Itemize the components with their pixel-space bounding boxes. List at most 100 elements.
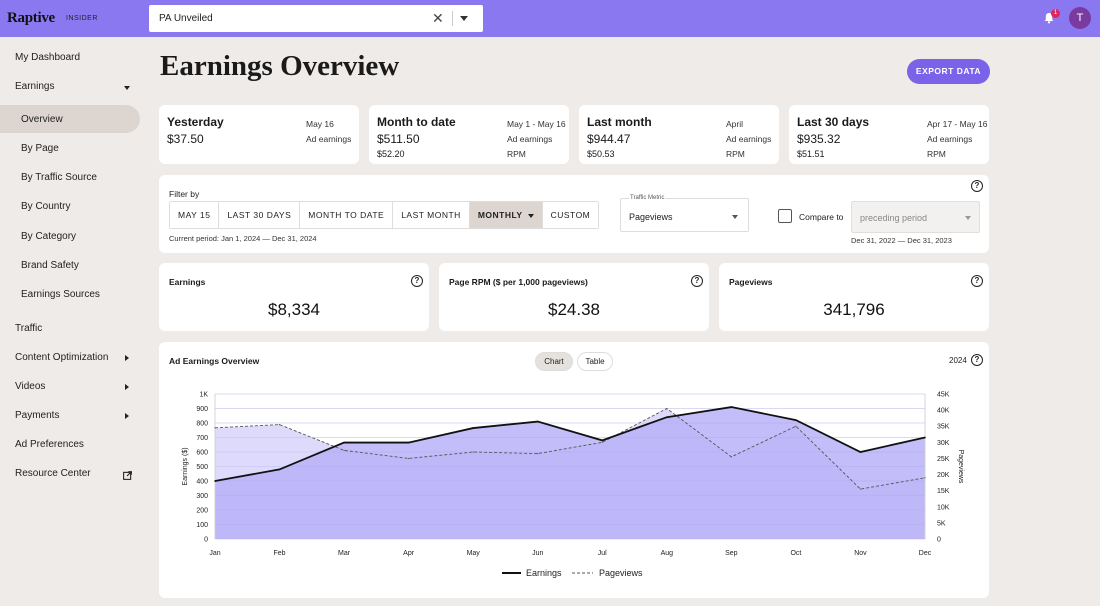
sidebar-item-ad-preferences[interactable]: Ad Preferences xyxy=(15,439,84,450)
y-axis-title: Earnings ($) xyxy=(182,447,189,485)
earnings-point xyxy=(795,419,797,421)
sidebar-item-overview[interactable]: Overview xyxy=(21,114,63,125)
chevron-down-icon xyxy=(527,213,534,218)
period-segmented-control: MAY 15 LAST 30 DAYS MONTH TO DATE LAST M… xyxy=(169,201,600,229)
legend-earnings-label: Earnings xyxy=(526,568,562,578)
notification-badge: 1 xyxy=(1051,9,1060,18)
earnings-point xyxy=(730,406,733,408)
pageviews-point xyxy=(601,441,603,443)
summary-date: Apr 17 - May 16 xyxy=(927,119,988,129)
kpi-value: $24.38 xyxy=(548,300,600,319)
earnings-chart: 0 100 200 300 400 500 600 700 800 900 1K 0 5K 10K 15K 2… xyxy=(182,392,964,579)
sidebar-item-brand-safety[interactable]: Brand Safety xyxy=(21,260,79,271)
y2-tick-label: 45K xyxy=(937,392,950,399)
chevron-right-icon[interactable] xyxy=(125,384,129,390)
kpi-title: Earnings xyxy=(169,277,206,287)
y-tick-label: 100 xyxy=(196,522,208,529)
chart-tab[interactable]: Chart xyxy=(535,352,573,371)
period-option-may-15[interactable]: MAY 15 xyxy=(170,202,220,228)
chevron-down-icon[interactable] xyxy=(460,16,468,21)
period-option-last-month[interactable]: LAST MONTH xyxy=(393,202,470,228)
summary-rpm-label: RPM xyxy=(726,149,745,159)
y2-tick-label: 25K xyxy=(937,456,950,463)
sidebar-item-earnings-sources[interactable]: Earnings Sources xyxy=(21,289,100,300)
summary-label: Ad earnings xyxy=(507,134,553,144)
chevron-right-icon[interactable] xyxy=(125,355,129,361)
summary-card-month-to-date: Month to date $511.50 $52.20 May 1 - May… xyxy=(369,105,569,164)
sidebar-item-resource-center[interactable]: Resource Center xyxy=(15,468,91,479)
sidebar-item-by-page[interactable]: By Page xyxy=(21,143,59,154)
traffic-metric-select[interactable]: Traffic Metric Pageviews xyxy=(620,195,749,232)
pageviews-point xyxy=(924,477,926,479)
y-tick-label: 400 xyxy=(196,479,208,486)
help-icon[interactable]: ? xyxy=(691,275,703,287)
kpi-value: 341,796 xyxy=(823,300,885,319)
period-option-month-to-date[interactable]: MONTH TO DATE xyxy=(300,202,394,228)
sidebar-item-by-country[interactable]: By Country xyxy=(21,201,71,212)
chart-card: Ad Earnings Overview Chart Table 2024 ? … xyxy=(159,342,989,598)
site-select[interactable]: PA Unveiled ✕ xyxy=(149,5,483,32)
kpi-title: Pageviews xyxy=(729,277,773,287)
y-tick-label: 900 xyxy=(196,406,208,413)
summary-card-last-month: Last month $944.47 $50.53 April Ad earni… xyxy=(579,105,779,164)
x-tick-label: Jan xyxy=(209,550,220,557)
y2-tick-label: 10K xyxy=(937,504,950,511)
y2-tick-label: 35K xyxy=(937,424,950,431)
compare-period-placeholder: preceding period xyxy=(860,213,928,223)
summary-date: April xyxy=(726,119,744,129)
chevron-right-icon[interactable] xyxy=(125,413,129,419)
traffic-metric-label: Traffic Metric xyxy=(629,195,666,201)
top-bar: Raptive INSIDER PA Unveiled ✕ 1 T xyxy=(0,0,1100,37)
compare-period-select[interactable]: preceding period xyxy=(851,201,980,233)
earnings-point xyxy=(601,439,604,442)
sidebar-item-payments[interactable]: Payments xyxy=(15,410,60,421)
y-tick-label: 600 xyxy=(196,450,208,457)
summary-title: Last 30 days xyxy=(797,115,870,129)
pageviews-point xyxy=(666,407,668,410)
table-tab[interactable]: Table xyxy=(577,352,613,371)
summary-value: $944.47 xyxy=(587,132,631,146)
chevron-down-icon[interactable] xyxy=(124,86,130,90)
sidebar-item-my-dashboard[interactable]: My Dashboard xyxy=(15,52,81,63)
pageviews-point xyxy=(472,451,474,453)
sidebar-item-videos[interactable]: Videos xyxy=(15,381,46,392)
sidebar-item-content-optimization[interactable]: Content Optimization xyxy=(15,352,109,363)
export-data-button[interactable]: EXPORT DATA xyxy=(907,59,990,84)
help-icon[interactable]: ? xyxy=(971,180,983,192)
sidebar-item-earnings[interactable]: Earnings xyxy=(15,81,55,92)
earnings-point xyxy=(278,468,281,471)
period-option-last-30-days[interactable]: LAST 30 DAYS xyxy=(219,202,301,228)
earnings-point xyxy=(407,441,410,444)
summary-label: Ad earnings xyxy=(927,134,973,144)
pageviews-point xyxy=(408,457,410,460)
y-tick-label: 500 xyxy=(196,464,208,471)
y-tick-label: 700 xyxy=(196,435,208,442)
brand-logo[interactable]: Raptive xyxy=(7,10,55,26)
sidebar-item-traffic[interactable]: Traffic xyxy=(15,323,43,334)
summary-rpm-value: $51.51 xyxy=(797,149,825,159)
period-option-custom[interactable]: CUSTOM xyxy=(542,202,599,228)
x-tick-label: Sep xyxy=(725,550,738,557)
period-option-monthly[interactable]: MONTHLY xyxy=(469,202,543,228)
pageviews-point xyxy=(730,456,732,458)
help-icon[interactable]: ? xyxy=(411,275,423,287)
current-period: Current period: Jan 1, 2024 — Dec 31, 20… xyxy=(169,234,317,243)
summary-title: Yesterday xyxy=(167,115,224,129)
sidebar-item-by-traffic-source[interactable]: By Traffic Source xyxy=(21,172,97,183)
y2-tick-label: 40K xyxy=(937,408,950,415)
pageviews-point xyxy=(537,453,539,455)
kpi-title: Page RPM ($ per 1,000 pageviews) xyxy=(449,277,588,287)
site-select-value: PA Unveiled xyxy=(159,13,213,24)
x-tick-label: Aug xyxy=(661,550,674,557)
y2-axis-title: Pageviews xyxy=(957,450,964,484)
compare-checkbox[interactable] xyxy=(778,209,792,223)
pageviews-point xyxy=(343,449,345,451)
help-icon[interactable]: ? xyxy=(971,275,983,287)
help-icon[interactable]: ? xyxy=(971,354,983,366)
avatar[interactable]: T xyxy=(1069,7,1091,29)
select-divider xyxy=(452,11,453,26)
clear-icon[interactable]: ✕ xyxy=(432,10,444,26)
external-link-icon[interactable] xyxy=(123,471,132,480)
pageviews-point xyxy=(795,425,797,427)
sidebar-item-by-category[interactable]: By Category xyxy=(21,231,77,242)
